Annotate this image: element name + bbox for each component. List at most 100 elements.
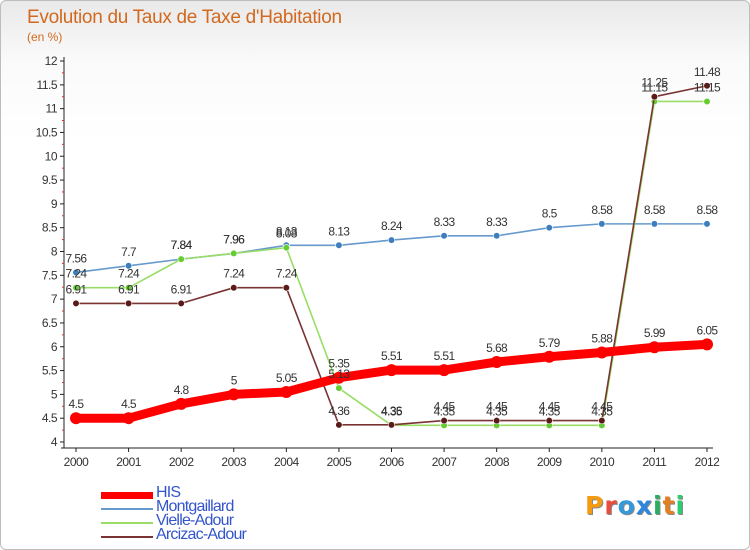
data-label: 6.91 xyxy=(66,282,88,296)
x-tick-label: 2001 xyxy=(116,455,142,469)
brand-logo: Proxiti xyxy=(585,491,685,520)
data-point-his xyxy=(701,338,713,351)
data-label: 8.5 xyxy=(542,207,558,221)
data-label: 8.58 xyxy=(644,203,666,217)
data-label: 7.84 xyxy=(171,238,193,252)
data-point-montgaillard xyxy=(650,220,659,228)
y-tick-label: 8.5 xyxy=(42,221,58,235)
data-label: 5.05 xyxy=(276,371,298,385)
data-label: 4.8 xyxy=(174,383,190,397)
logo-letter: x xyxy=(635,491,653,520)
logo-letter: P xyxy=(585,491,605,520)
data-point-montgaillard xyxy=(545,224,553,232)
data-label: 11.48 xyxy=(694,65,721,79)
data-label: 11.15 xyxy=(641,80,668,94)
data-point-arcizac-adour xyxy=(440,416,448,425)
data-label: 4.35 xyxy=(434,404,456,418)
data-point-arcizac-adour xyxy=(703,82,711,90)
legend-label: Arcizac-Adour xyxy=(156,526,247,543)
data-label: 5.51 xyxy=(381,349,403,363)
x-tick-label: 2002 xyxy=(169,455,195,469)
legend-label: HIS xyxy=(156,484,181,501)
data-point-his xyxy=(70,412,82,425)
data-label: 6.05 xyxy=(697,323,719,337)
data-point-vielle-adour xyxy=(282,244,290,252)
y-tick-label: 11.5 xyxy=(37,78,58,92)
data-point-arcizac-adour xyxy=(230,284,238,292)
data-label: 4.45 xyxy=(486,400,508,414)
legend-label: Vielle-Adour xyxy=(156,512,234,529)
y-tick-label: 10.5 xyxy=(36,125,58,139)
data-label: 4.36 xyxy=(381,404,403,418)
y-tick-label: 4.5 xyxy=(42,411,58,425)
data-point-montgaillard xyxy=(703,220,711,228)
data-point-his xyxy=(385,364,398,377)
legend-swatch xyxy=(101,536,153,538)
data-label: 7.96 xyxy=(223,232,245,246)
data-label: 7.96 xyxy=(223,232,245,246)
x-tick-label: 2006 xyxy=(379,455,405,469)
data-point-vielle-adour xyxy=(124,284,133,292)
y-tick-label: 9.5 xyxy=(42,173,58,187)
data-point-his xyxy=(438,364,451,377)
data-label: 8.33 xyxy=(486,215,508,229)
y-tick-label: 10 xyxy=(45,149,58,163)
data-label: 11.15 xyxy=(694,80,721,94)
x-tick-label: 2003 xyxy=(221,455,247,469)
data-point-montgaillard xyxy=(387,236,396,244)
data-label: 4.45 xyxy=(539,400,561,414)
data-point-his xyxy=(490,355,503,368)
data-point-arcizac-adour xyxy=(650,93,659,101)
x-tick-label: 2000 xyxy=(64,455,90,469)
y-tick-label: 8 xyxy=(51,245,58,259)
data-label: 5.68 xyxy=(486,341,508,355)
x-tick-label: 2004 xyxy=(274,455,300,469)
y-tick-label: 9 xyxy=(51,197,58,211)
x-tick-label: 2008 xyxy=(484,455,510,469)
data-point-arcizac-adour xyxy=(493,416,501,425)
data-label: 4.35 xyxy=(486,404,508,418)
data-label: 7.7 xyxy=(121,245,137,259)
x-tick-label: 2009 xyxy=(537,455,563,469)
y-tick-label: 6 xyxy=(51,340,58,354)
data-label: 4.35 xyxy=(591,404,613,418)
data-point-montgaillard xyxy=(124,262,133,270)
data-point-arcizac-adour xyxy=(177,299,185,308)
data-point-montgaillard xyxy=(598,220,606,228)
y-tick-label: 4 xyxy=(51,435,58,449)
legend-swatch xyxy=(101,522,153,524)
data-point-montgaillard xyxy=(493,232,501,240)
data-label: 6.91 xyxy=(118,282,140,296)
data-point-his xyxy=(122,412,135,425)
legend-swatch xyxy=(101,491,153,499)
data-label: 4.36 xyxy=(328,404,350,418)
data-point-his xyxy=(332,371,345,384)
x-tick-label: 2005 xyxy=(327,455,353,469)
data-label: 8.13 xyxy=(328,224,350,238)
chart-title: Evolution du Taux de Taxe d'Habitation xyxy=(27,7,342,28)
data-label: 4.45 xyxy=(591,400,613,414)
x-tick-label: 2011 xyxy=(643,455,668,469)
data-label: 6.91 xyxy=(171,282,193,296)
logo-letter: i xyxy=(675,491,686,520)
y-tick-label: 11 xyxy=(46,102,58,116)
data-label: 8.13 xyxy=(276,224,298,238)
series-line-vielle-adour xyxy=(75,100,708,427)
logo-letter: t xyxy=(662,491,676,520)
data-point-his xyxy=(595,346,608,359)
data-label: 8.33 xyxy=(434,215,456,229)
data-label: 8.24 xyxy=(381,219,403,233)
data-label: 8.58 xyxy=(697,203,719,217)
data-label: 5.35 xyxy=(328,357,350,371)
data-point-montgaillard xyxy=(72,268,80,277)
data-label: 7.24 xyxy=(276,267,298,281)
data-point-vielle-adour xyxy=(703,97,711,106)
data-point-montgaillard xyxy=(440,232,448,240)
data-point-vielle-adour xyxy=(177,255,185,263)
data-point-his xyxy=(175,397,188,410)
x-tick-label: 2007 xyxy=(432,455,458,469)
data-label: 7.84 xyxy=(171,238,193,252)
legend-swatch xyxy=(101,508,153,510)
data-label: 7.24 xyxy=(66,267,88,281)
